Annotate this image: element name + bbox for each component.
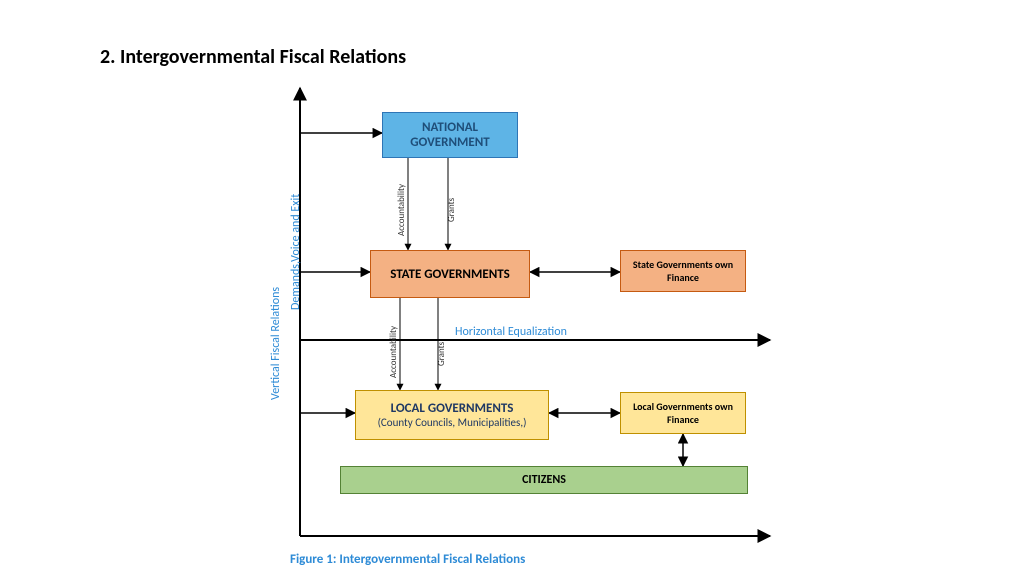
axis-label-horizontal: Horizontal Equalization	[455, 325, 567, 339]
edge-label-grants-2: Grants	[436, 342, 447, 366]
edge-label-accountability-1: Accountability	[396, 184, 407, 236]
figure-caption: Figure 1: Intergovernmental Fiscal Relat…	[290, 552, 525, 567]
box-citizens: CITIZENS	[340, 466, 748, 494]
box-local: LOCAL GOVERNMENTS(County Councils, Munic…	[355, 390, 549, 440]
box-state_fin: State Governments own Finance	[620, 250, 746, 292]
axis-label-vertical-fiscal: Vertical Fiscal Relations	[269, 287, 283, 400]
edge-label-grants-1: Grants	[446, 198, 457, 222]
axis-label-demands: Demands,Voice and Exit	[289, 194, 303, 310]
box-local_fin: Local Governments own Finance	[620, 392, 746, 434]
edge-label-accountability-2: Accountability	[388, 326, 399, 378]
box-national: NATIONAL GOVERNMENT	[382, 112, 518, 158]
box-state: STATE GOVERNMENTS	[370, 250, 530, 298]
